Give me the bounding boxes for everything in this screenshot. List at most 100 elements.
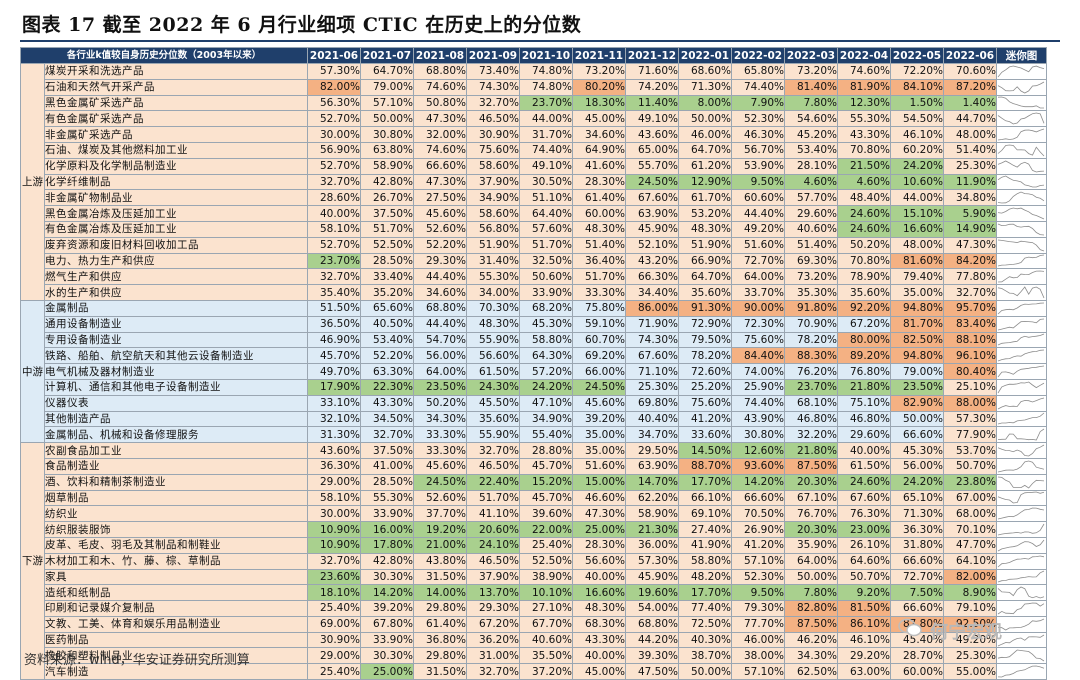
percentile-cell: 16.00% bbox=[360, 521, 414, 538]
table-row: 水的生产和供应 35.40% 35.20% 34.60% 34.00% 33.90% 33.… bbox=[21, 284, 1047, 301]
percentile-cell: 49.10% bbox=[519, 157, 573, 175]
percentile-cell: 4.60% bbox=[784, 173, 838, 191]
table-row: 计算机、通信和其他电子设备制造业 17.90% 22.30% 23.50% 24.30%… bbox=[21, 378, 1047, 396]
group-label: 上游 bbox=[20, 63, 45, 301]
percentile-cell: 44.40% bbox=[413, 315, 467, 333]
sparkline-chart bbox=[997, 586, 1045, 599]
percentile-cell: 33.90% bbox=[519, 284, 573, 301]
percentile-cell: 51.70% bbox=[466, 489, 520, 507]
percentile-cell: 70.80% bbox=[837, 141, 891, 159]
table-row: 造纸和纸制品 18.10% 14.20% 14.00% 13.70% 10.10% 16.6… bbox=[21, 584, 1047, 602]
header-month: 2021-12 bbox=[625, 47, 679, 64]
percentile-cell: 17.90% bbox=[307, 378, 361, 396]
percentile-cell: 21.50% bbox=[837, 157, 891, 175]
percentile-cell: 51.70% bbox=[572, 268, 626, 286]
percentile-cell: 46.50% bbox=[466, 110, 520, 128]
sparkline-cell bbox=[996, 220, 1047, 238]
percentile-cell: 47.30% bbox=[572, 505, 626, 523]
percentile-cell: 35.60% bbox=[678, 284, 732, 301]
industry-name: 农副食品加工业 bbox=[44, 442, 308, 459]
percentile-cell: 15.10% bbox=[890, 205, 944, 222]
percentile-cell: 25.30% bbox=[625, 378, 679, 396]
percentile-cell: 79.30% bbox=[731, 600, 785, 617]
table-row: 医药制品 30.90% 33.90% 36.80% 36.20% 40.60% 43.30%… bbox=[21, 631, 1047, 649]
percentile-cell: 21.80% bbox=[837, 378, 891, 396]
percentile-cell: 64.90% bbox=[572, 141, 626, 159]
percentile-cell: 32.70% bbox=[466, 94, 520, 112]
percentile-cell: 51.70% bbox=[360, 220, 414, 238]
percentile-cell: 64.70% bbox=[678, 141, 732, 159]
industry-name: 有色金属冶炼及压延加工业 bbox=[44, 220, 308, 238]
percentile-cell: 46.00% bbox=[678, 126, 732, 143]
percentile-cell: 87.20% bbox=[943, 78, 997, 96]
percentile-cell: 33.70% bbox=[731, 284, 785, 301]
percentile-cell: 40.30% bbox=[678, 631, 732, 649]
sparkline-cell bbox=[996, 63, 1047, 80]
percentile-cell: 67.60% bbox=[625, 189, 679, 207]
percentile-cell: 29.20% bbox=[837, 647, 891, 665]
industry-name: 酒、饮料和精制茶制造业 bbox=[44, 473, 308, 491]
sparkline-cell bbox=[996, 442, 1047, 459]
percentile-cell: 57.10% bbox=[731, 663, 785, 680]
percentile-cell: 51.60% bbox=[572, 457, 626, 475]
percentile-cell: 81.50% bbox=[837, 600, 891, 617]
industry-name: 电气机械及器材制造业 bbox=[44, 363, 308, 380]
sparkline-cell bbox=[996, 94, 1047, 112]
percentile-cell: 57.10% bbox=[731, 552, 785, 570]
percentile-cell: 75.10% bbox=[837, 394, 891, 412]
sparkline-chart bbox=[997, 318, 1045, 331]
percentile-cell: 74.80% bbox=[519, 78, 573, 96]
industry-name: 食品制造业 bbox=[44, 457, 308, 475]
percentile-cell: 48.30% bbox=[678, 220, 732, 238]
percentile-cell: 94.80% bbox=[890, 299, 944, 317]
table-row: 废弃资源和废旧材料回收加工品 52.70% 52.50% 52.20% 51.90% 51… bbox=[21, 236, 1047, 254]
sparkline-cell bbox=[996, 205, 1047, 222]
percentile-cell: 86.00% bbox=[625, 299, 679, 317]
percentile-cell: 61.40% bbox=[572, 189, 626, 207]
table-row: 专用设备制造业 46.90% 53.40% 54.70% 55.90% 58.80% 60.… bbox=[21, 331, 1047, 349]
percentile-cell: 37.90% bbox=[466, 173, 520, 191]
percentile-cell: 58.80% bbox=[519, 331, 573, 349]
percentile-cell: 74.30% bbox=[466, 78, 520, 96]
sparkline-chart bbox=[997, 571, 1045, 583]
percentile-cell: 30.80% bbox=[360, 126, 414, 143]
percentile-cell: 31.40% bbox=[466, 252, 520, 270]
percentile-cell: 43.30% bbox=[572, 631, 626, 649]
header-month: 2022-06 bbox=[943, 47, 997, 64]
percentile-cell: 4.60% bbox=[837, 173, 891, 191]
percentile-cell: 34.60% bbox=[572, 126, 626, 143]
percentile-cell: 32.70% bbox=[466, 663, 520, 680]
percentile-cell: 45.30% bbox=[519, 315, 573, 333]
sparkline-chart bbox=[997, 112, 1045, 125]
header-month: 2021-11 bbox=[572, 47, 626, 64]
percentile-cell: 31.30% bbox=[307, 426, 361, 444]
sparkline-chart bbox=[997, 349, 1045, 362]
percentile-cell: 70.90% bbox=[784, 315, 838, 333]
percentile-cell: 66.00% bbox=[572, 363, 626, 380]
percentile-cell: 61.40% bbox=[413, 615, 467, 633]
percentile-cell: 56.90% bbox=[307, 141, 361, 159]
industry-name: 纺织服装服饰 bbox=[44, 521, 308, 538]
percentile-cell: 55.30% bbox=[360, 489, 414, 507]
percentile-cell: 84.40% bbox=[731, 347, 785, 365]
table-row: 皮革、毛皮、羽毛及其制品和制鞋业 10.90% 17.80% 21.00% 24.10%… bbox=[21, 536, 1047, 554]
percentile-cell: 42.80% bbox=[360, 173, 414, 191]
percentile-cell: 24.60% bbox=[837, 205, 891, 222]
percentile-cell: 25.30% bbox=[943, 647, 997, 665]
percentile-cell: 75.60% bbox=[466, 141, 520, 159]
table-row: 汽车制造 25.40% 25.00% 31.50% 32.70% 37.20% 45.00%… bbox=[21, 663, 1047, 680]
percentile-cell: 24.20% bbox=[890, 157, 944, 175]
percentile-cell: 74.80% bbox=[519, 63, 573, 80]
percentile-cell: 88.00% bbox=[943, 394, 997, 412]
percentile-cell: 46.00% bbox=[731, 631, 785, 649]
percentile-cell: 57.20% bbox=[519, 363, 573, 380]
percentile-cell: 87.50% bbox=[784, 615, 838, 633]
sparkline-line bbox=[997, 649, 1045, 662]
percentile-table: 各行业k值较自身历史分位数（2003年以来） 2021-06 2021-07 2021… bbox=[20, 47, 1047, 680]
percentile-cell: 58.10% bbox=[307, 489, 361, 507]
sparkline-cell bbox=[996, 521, 1047, 538]
industry-name: 木材加工和木、竹、藤、棕、草制品 bbox=[44, 552, 308, 570]
table-row: 黑色金属矿采选产品 56.30% 57.10% 50.80% 32.70% 23.70% 1… bbox=[21, 94, 1047, 112]
industry-name: 文教、工美、体育和娱乐用品制造业 bbox=[44, 615, 308, 633]
percentile-cell: 71.90% bbox=[625, 315, 679, 333]
